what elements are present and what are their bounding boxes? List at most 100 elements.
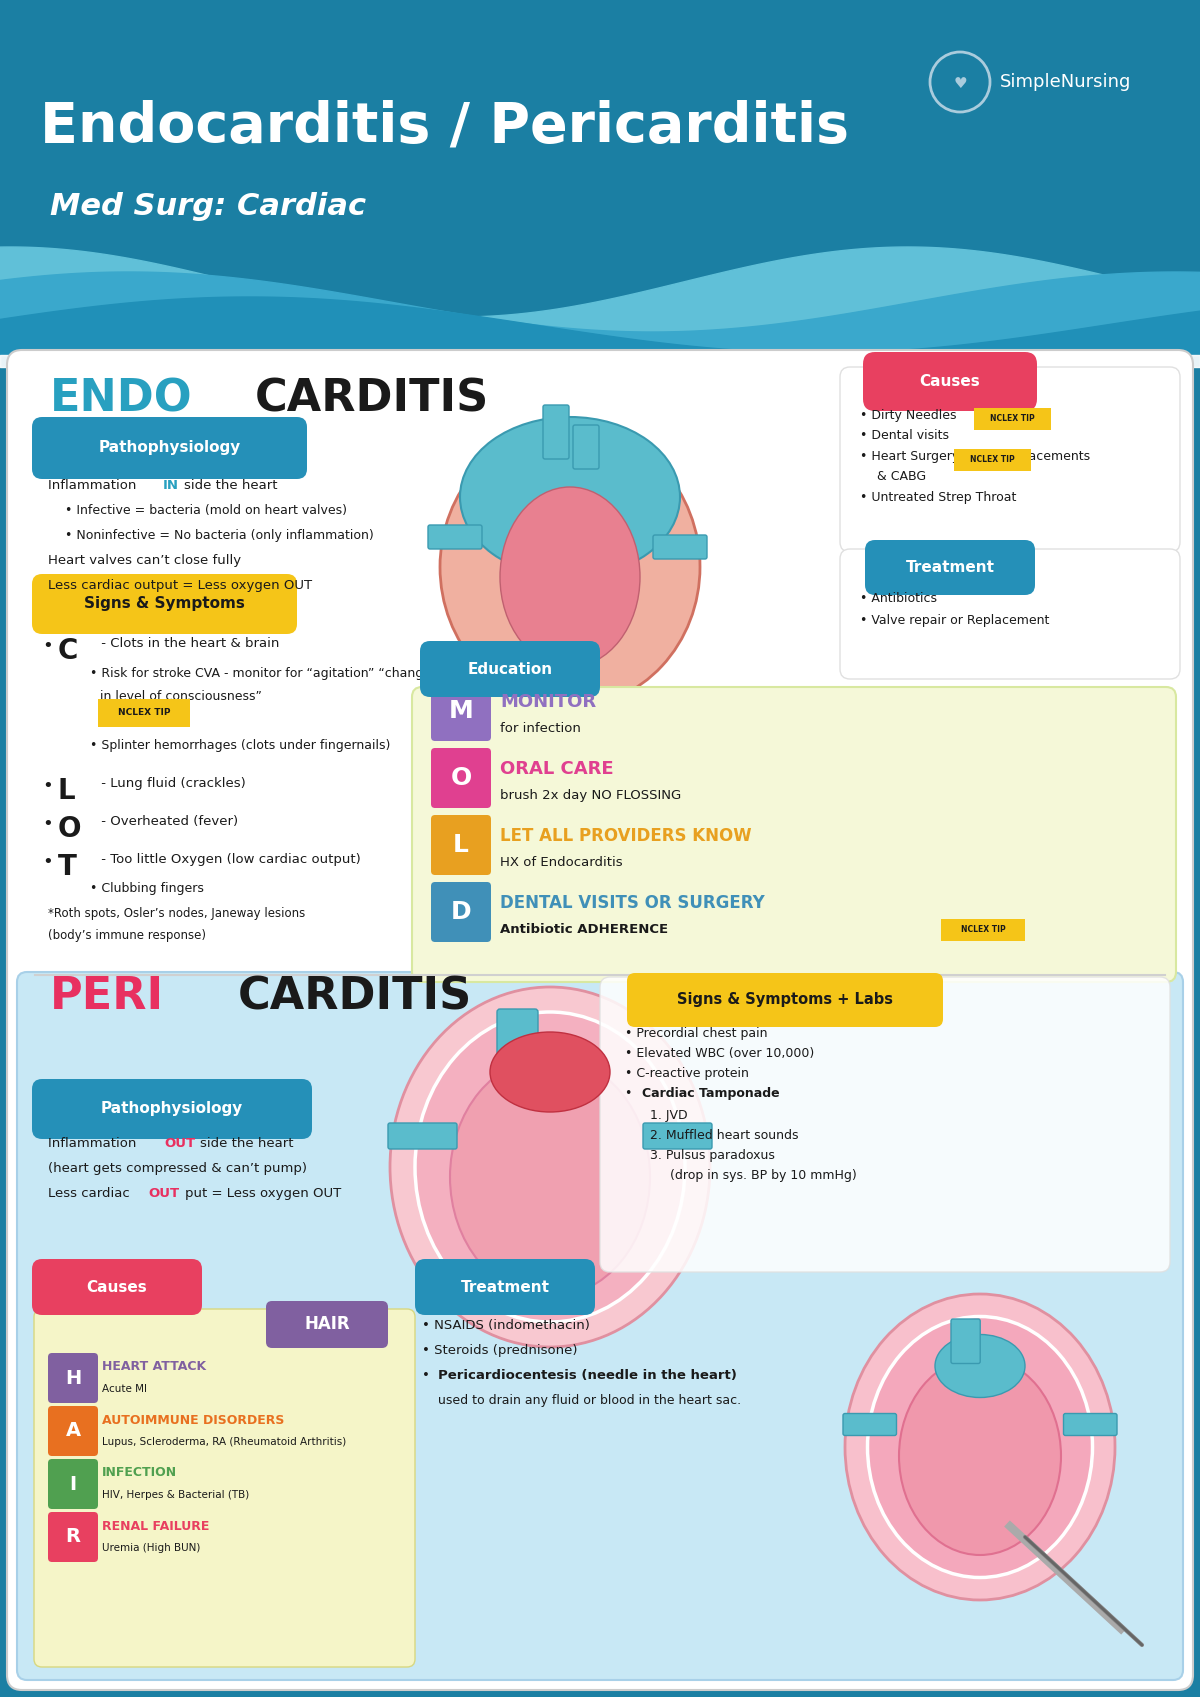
FancyBboxPatch shape [574, 424, 599, 468]
Text: NCLEX TIP: NCLEX TIP [961, 925, 1006, 935]
Text: brush 2x day NO FLOSSING: brush 2x day NO FLOSSING [500, 789, 682, 803]
Text: •: • [422, 1369, 434, 1381]
Text: • Valve repair or Replacement: • Valve repair or Replacement [860, 614, 1049, 626]
FancyBboxPatch shape [653, 535, 707, 558]
Ellipse shape [935, 1334, 1025, 1398]
Ellipse shape [390, 988, 710, 1347]
Text: •: • [42, 854, 53, 871]
Text: - Clots in the heart & brain: - Clots in the heart & brain [97, 636, 280, 650]
FancyBboxPatch shape [0, 0, 1200, 297]
FancyBboxPatch shape [628, 972, 943, 1027]
Text: *Roth spots, Osler’s nodes, Janeway lesions: *Roth spots, Osler’s nodes, Janeway lesi… [48, 906, 305, 920]
Text: HX of Endocarditis: HX of Endocarditis [500, 857, 623, 869]
Text: ENDO: ENDO [50, 377, 193, 421]
FancyBboxPatch shape [431, 815, 491, 876]
FancyBboxPatch shape [840, 367, 1180, 552]
Text: • C-reactive protein: • C-reactive protein [625, 1067, 749, 1079]
Text: Pathophysiology: Pathophysiology [98, 441, 241, 455]
Text: • NSAIDS (indomethacin): • NSAIDS (indomethacin) [422, 1319, 590, 1332]
FancyBboxPatch shape [388, 1123, 457, 1149]
FancyBboxPatch shape [98, 699, 190, 726]
FancyBboxPatch shape [497, 1010, 538, 1071]
Text: side the heart: side the heart [184, 479, 277, 492]
Text: R: R [66, 1527, 80, 1546]
Text: Treatment: Treatment [461, 1280, 550, 1295]
Text: Treatment: Treatment [906, 560, 995, 575]
Text: RENAL FAILURE: RENAL FAILURE [102, 1519, 209, 1532]
FancyBboxPatch shape [431, 680, 491, 742]
FancyBboxPatch shape [17, 972, 1183, 1680]
FancyBboxPatch shape [428, 524, 482, 550]
Text: • Steroids (prednisone): • Steroids (prednisone) [422, 1344, 577, 1358]
FancyBboxPatch shape [844, 1414, 896, 1436]
Text: ORAL CARE: ORAL CARE [500, 760, 613, 777]
Text: HIV, Herpes & Bacterial (TB): HIV, Herpes & Bacterial (TB) [102, 1490, 250, 1500]
FancyBboxPatch shape [48, 1459, 98, 1509]
Text: NCLEX TIP: NCLEX TIP [118, 709, 170, 718]
FancyBboxPatch shape [420, 641, 600, 697]
Text: NCLEX TIP: NCLEX TIP [990, 414, 1034, 424]
Text: PERI: PERI [50, 976, 164, 1018]
Text: put = Less oxygen OUT: put = Less oxygen OUT [185, 1186, 341, 1200]
Text: - Overheated (fever): - Overheated (fever) [97, 815, 238, 828]
FancyBboxPatch shape [941, 920, 1025, 942]
Text: • Antibiotics: • Antibiotics [860, 592, 937, 606]
FancyBboxPatch shape [415, 1259, 595, 1315]
Text: side the heart: side the heart [200, 1137, 294, 1151]
Text: CARDITIS: CARDITIS [238, 976, 473, 1018]
FancyBboxPatch shape [600, 977, 1170, 1273]
Text: I: I [70, 1475, 77, 1493]
Text: O: O [58, 815, 82, 843]
Ellipse shape [899, 1358, 1061, 1554]
FancyBboxPatch shape [7, 350, 1193, 1690]
Text: Signs & Symptoms: Signs & Symptoms [84, 597, 245, 611]
Text: Acute MI: Acute MI [102, 1385, 148, 1393]
Text: A: A [66, 1422, 80, 1441]
Text: OUT: OUT [148, 1186, 179, 1200]
FancyBboxPatch shape [48, 1512, 98, 1561]
Text: • Dirty Needles: • Dirty Needles [860, 409, 956, 423]
FancyBboxPatch shape [34, 1308, 415, 1666]
Text: INFECTION: INFECTION [102, 1466, 178, 1480]
FancyBboxPatch shape [32, 1259, 202, 1315]
FancyBboxPatch shape [1063, 1414, 1117, 1436]
FancyBboxPatch shape [840, 550, 1180, 679]
Text: HAIR: HAIR [304, 1315, 350, 1334]
Text: • Noninfective = No bacteria (only inflammation): • Noninfective = No bacteria (only infla… [65, 529, 373, 541]
FancyBboxPatch shape [412, 687, 1176, 983]
Text: 1. JVD: 1. JVD [650, 1110, 688, 1122]
FancyBboxPatch shape [974, 407, 1051, 429]
Text: OUT: OUT [164, 1137, 196, 1151]
Text: • Dental visits: • Dental visits [860, 429, 949, 441]
Text: •: • [42, 636, 53, 655]
Text: used to drain any fluid or blood in the heart sac.: used to drain any fluid or blood in the … [438, 1393, 742, 1407]
Text: (heart gets compressed & can’t pump): (heart gets compressed & can’t pump) [48, 1162, 307, 1174]
Ellipse shape [490, 1032, 610, 1112]
Text: Cardiac Tamponade: Cardiac Tamponade [642, 1088, 780, 1100]
Text: T: T [58, 854, 77, 881]
Text: L: L [58, 777, 76, 804]
FancyBboxPatch shape [431, 748, 491, 808]
Text: AUTOIMMUNE DISORDERS: AUTOIMMUNE DISORDERS [102, 1414, 284, 1427]
Text: D: D [451, 899, 472, 923]
FancyBboxPatch shape [952, 1319, 980, 1363]
Text: - Too little Oxygen (low cardiac output): - Too little Oxygen (low cardiac output) [97, 854, 361, 865]
FancyBboxPatch shape [32, 574, 298, 635]
Ellipse shape [450, 1057, 650, 1297]
Text: Education: Education [468, 662, 552, 677]
Text: H: H [65, 1368, 82, 1388]
Text: LET ALL PROVIDERS KNOW: LET ALL PROVIDERS KNOW [500, 826, 751, 845]
Text: Inflammation: Inflammation [48, 1137, 140, 1151]
Text: (body’s immune response): (body’s immune response) [48, 928, 206, 942]
FancyBboxPatch shape [32, 1079, 312, 1139]
Text: for infection: for infection [500, 723, 581, 735]
Text: (drop in sys. BP by 10 mmHg): (drop in sys. BP by 10 mmHg) [670, 1169, 857, 1183]
Text: Antibiotic ADHERENCE: Antibiotic ADHERENCE [500, 923, 668, 937]
Text: • Elevated WBC (over 10,000): • Elevated WBC (over 10,000) [625, 1047, 815, 1061]
FancyBboxPatch shape [48, 1353, 98, 1403]
Text: • Precordial chest pain: • Precordial chest pain [625, 1027, 768, 1040]
Ellipse shape [440, 428, 700, 708]
Text: •: • [42, 815, 53, 833]
Text: Less cardiac: Less cardiac [48, 1186, 134, 1200]
Ellipse shape [868, 1317, 1092, 1578]
